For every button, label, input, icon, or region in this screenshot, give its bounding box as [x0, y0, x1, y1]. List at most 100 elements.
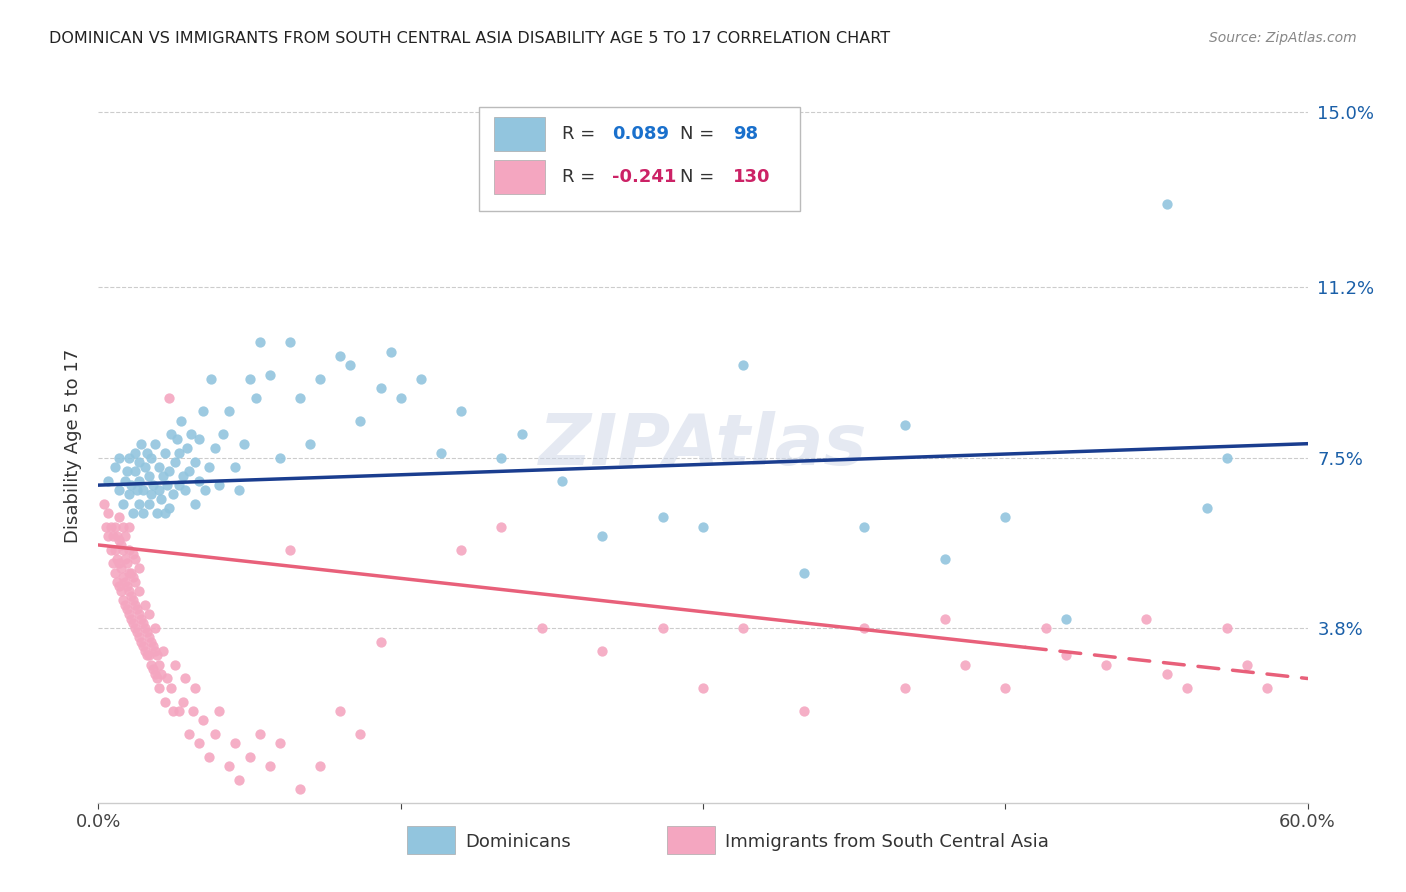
- Point: [115, 464, 138, 478]
- Point: [93, 497, 115, 511]
- Point: [269, 736, 291, 750]
- Point: [278, 542, 301, 557]
- Point: [299, 436, 322, 450]
- Point: [120, 478, 142, 492]
- Point: [124, 621, 146, 635]
- Point: [370, 634, 392, 648]
- Point: [278, 335, 301, 350]
- Point: [160, 681, 183, 695]
- Point: [259, 759, 281, 773]
- Point: [793, 704, 815, 718]
- Point: [193, 713, 215, 727]
- Point: [450, 542, 472, 557]
- Point: [167, 446, 190, 460]
- Point: [239, 749, 262, 764]
- Point: [107, 483, 129, 497]
- Text: ZIPAtlas: ZIPAtlas: [538, 411, 868, 481]
- Point: [157, 391, 180, 405]
- Point: [198, 459, 221, 474]
- Point: [224, 459, 246, 474]
- Point: [510, 427, 533, 442]
- Point: [193, 404, 215, 418]
- Point: [1035, 621, 1057, 635]
- Point: [143, 666, 166, 681]
- Point: [111, 570, 134, 584]
- Point: [121, 616, 143, 631]
- Point: [551, 474, 574, 488]
- Point: [146, 648, 169, 663]
- Point: [121, 506, 143, 520]
- Point: [389, 391, 412, 405]
- Point: [132, 506, 155, 520]
- Point: [138, 497, 160, 511]
- Point: [153, 506, 176, 520]
- Point: [118, 542, 141, 557]
- Point: [118, 487, 141, 501]
- Point: [107, 510, 129, 524]
- Point: [188, 432, 211, 446]
- Point: [167, 478, 190, 492]
- Point: [118, 566, 141, 580]
- Point: [162, 487, 184, 501]
- Point: [450, 404, 472, 418]
- Point: [733, 359, 755, 373]
- Point: [152, 469, 174, 483]
- Point: [107, 533, 129, 548]
- Point: [349, 414, 371, 428]
- Point: [180, 427, 202, 442]
- Point: [124, 446, 146, 460]
- Point: [1156, 666, 1178, 681]
- Point: [893, 418, 915, 433]
- Point: [103, 542, 125, 557]
- Point: [101, 557, 124, 571]
- Point: [135, 648, 157, 663]
- Point: [172, 694, 194, 708]
- Point: [134, 621, 156, 635]
- Text: Immigrants from South Central Asia: Immigrants from South Central Asia: [724, 833, 1049, 851]
- Point: [111, 593, 134, 607]
- Point: [124, 464, 146, 478]
- Point: [124, 574, 146, 589]
- Point: [179, 464, 201, 478]
- Point: [138, 630, 160, 644]
- Point: [200, 372, 222, 386]
- Point: [893, 681, 915, 695]
- Point: [179, 727, 201, 741]
- Point: [139, 657, 162, 672]
- Point: [370, 381, 392, 395]
- Point: [224, 736, 246, 750]
- Point: [128, 497, 150, 511]
- Text: Dominicans: Dominicans: [465, 833, 571, 851]
- Text: 98: 98: [734, 125, 758, 143]
- Point: [111, 542, 134, 557]
- Point: [118, 584, 141, 599]
- Point: [1156, 197, 1178, 211]
- Point: [329, 704, 352, 718]
- Point: [139, 487, 162, 501]
- Point: [128, 455, 150, 469]
- Point: [148, 483, 170, 497]
- Point: [120, 589, 142, 603]
- Point: [120, 566, 142, 580]
- Point: [380, 344, 402, 359]
- Point: [121, 593, 143, 607]
- Point: [156, 478, 179, 492]
- Point: [110, 584, 132, 599]
- Point: [530, 621, 553, 635]
- Point: [167, 704, 190, 718]
- Point: [218, 404, 240, 418]
- Point: [228, 772, 250, 787]
- Y-axis label: Disability Age 5 to 17: Disability Age 5 to 17: [63, 349, 82, 543]
- Point: [107, 579, 129, 593]
- Point: [853, 621, 876, 635]
- Point: [125, 483, 148, 497]
- Point: [118, 607, 141, 621]
- Point: [174, 483, 197, 497]
- Point: [181, 704, 204, 718]
- Point: [149, 491, 172, 506]
- Point: [105, 529, 128, 543]
- Point: [269, 450, 291, 465]
- Point: [142, 478, 165, 492]
- Point: [110, 561, 132, 575]
- Text: N =: N =: [681, 168, 720, 186]
